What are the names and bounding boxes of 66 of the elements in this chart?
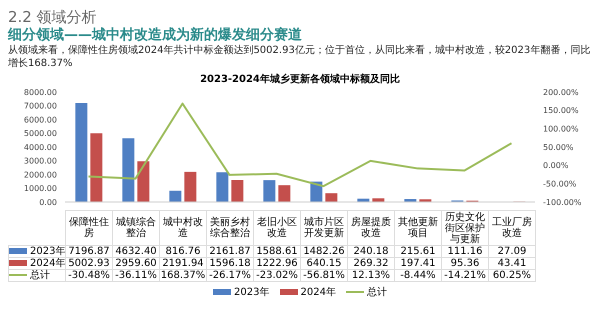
chart-subtitle: 细分领域——城中村改造成为新的爆发细分赛道: [8, 26, 303, 44]
data-label: 2959.60: [112, 258, 160, 270]
y-tick-label: 5000.00: [24, 129, 57, 138]
data-label: 2191.94: [160, 258, 206, 270]
data-label: 95.36: [442, 258, 488, 270]
data-label: -30.48%: [66, 270, 112, 282]
x-tick-label: 工业厂房改造: [488, 210, 536, 246]
y-tick-label: 7000.00: [24, 102, 57, 111]
data-label: -8.44%: [394, 270, 442, 282]
y-tick-label: 3000.00: [24, 156, 57, 166]
x-tick-label: 城中村改造: [160, 210, 206, 246]
y-tick-label: 8000.00: [24, 88, 57, 97]
data-label: 43.41: [488, 258, 536, 270]
data-label: 12.13%: [348, 270, 394, 282]
y2-tick-label: 50.00%: [543, 142, 574, 152]
y-tick-label: 0.00: [39, 198, 57, 207]
text: 2.2 领域分析: [8, 8, 98, 26]
legend-label: 总计: [8, 270, 66, 282]
y-tick-label: 6000.00: [24, 115, 57, 124]
data-label: 240.18: [348, 246, 394, 258]
data-label: 27.09: [488, 246, 536, 258]
data-label: 2161.87: [206, 246, 254, 258]
data-label: 168.37%: [160, 270, 206, 282]
y-tick-label: 1000.00: [24, 184, 57, 194]
chart-title: 2023-2024年城乡更新各领域中标额及同比: [199, 73, 401, 86]
data-label: 1482.26: [300, 246, 348, 258]
y2-tick-label: 100.00%: [543, 124, 579, 134]
text: 2023年: [234, 287, 270, 298]
data-label: -36.11%: [112, 270, 160, 282]
x-tick-label: 城镇综合整治: [112, 210, 160, 246]
x-tick-label: 老旧小区改造: [254, 210, 300, 246]
data-label: 4632.40: [112, 246, 160, 258]
x-tick-label: 美丽乡村综合整治: [206, 210, 254, 246]
data-label: 111.16: [442, 246, 488, 258]
data-label: -26.17%: [206, 270, 254, 282]
data-label: 197.41: [394, 258, 442, 270]
data-label: 269.32: [348, 258, 394, 270]
x-tick-label: 保障性住房: [66, 210, 112, 246]
x-tick-label: 房屋提质改造: [348, 210, 394, 246]
data-label: -56.81%: [300, 270, 348, 282]
x-tick-label: 其他更新项目: [394, 210, 442, 246]
data-label: -23.02%: [254, 270, 300, 282]
y-tick-label: 2000.00: [24, 170, 57, 180]
data-label: 1588.61: [254, 246, 300, 258]
x-tick-label: 城市片区开发更新: [300, 210, 348, 246]
text: 2024年: [300, 287, 336, 298]
data-label: -14.21%: [442, 270, 488, 282]
data-label: 640.15: [300, 258, 348, 270]
text: 从领域来看，保障性住房领域2024年共计中标金额达到5002.93亿元；位于首位，从同比来看，城中村改造，较2023年翻番，同比增长168.37%: [8, 44, 592, 70]
data-label: 1596.18: [206, 258, 254, 270]
y2-tick-label: -100.00%: [543, 198, 582, 207]
data-label: 816.76: [160, 246, 206, 258]
data-label: 215.61: [394, 246, 442, 258]
y2-tick-label: 200.00%: [543, 88, 579, 97]
x-tick-label: 历史文化街区保护与更新: [442, 210, 488, 246]
data-label: 5002.93: [66, 258, 112, 270]
legend-label: 2024年: [8, 258, 66, 270]
y-tick-label: 4000.00: [24, 142, 57, 152]
data-label: 7196.87: [66, 246, 112, 258]
y2-tick-label: 0.00%: [543, 161, 569, 170]
data-label: 1222.96: [254, 258, 300, 270]
legend-label: 2023年: [8, 246, 66, 258]
text: 总计: [366, 287, 387, 298]
y2-tick-label: 150.00%: [543, 106, 579, 116]
y2-tick-label: -50.00%: [543, 180, 577, 189]
data-label: 60.25%: [488, 270, 536, 282]
